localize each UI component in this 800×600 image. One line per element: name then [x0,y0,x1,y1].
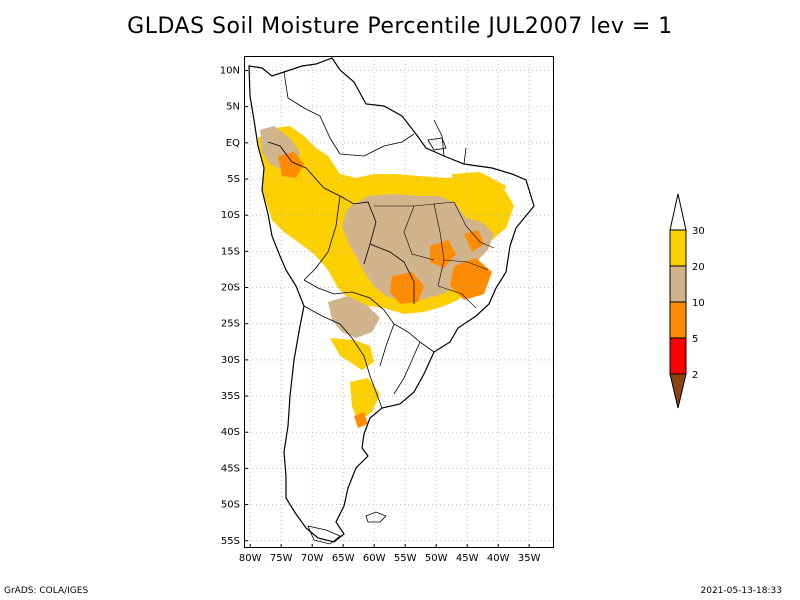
map-title: GLDAS Soil Moisture Percentile JUL2007 l… [127,14,673,39]
y-tick-label: 35S [221,391,240,402]
x-tick-label: 40W [487,553,510,564]
colorbar-20-30 [669,229,687,267]
x-tick-label: 50W [425,553,448,564]
y-tick-label: 55S [221,536,240,547]
y-tick-label: 5S [227,174,240,185]
shade-northeast-20-30 [452,172,506,214]
shading-layer [258,126,514,428]
x-tick-label: 60W [363,553,386,564]
footer-timestamp: 2021-05-13-18:33 [700,586,783,596]
marajo-island [427,137,447,151]
shade-patch-5-10-f [354,412,368,428]
y-tick-label: EQ [226,138,240,149]
colorbar-label-2: 2 [692,370,698,381]
y-tick-label: 50S [221,500,240,511]
x-tick-label: 65W [332,553,355,564]
country-borders [267,71,467,409]
shade-chaco-10-20 [328,296,380,338]
colorbar-2-5 [669,337,687,375]
y-tick-label: 40S [221,427,240,438]
shade-patch-5-10-a [278,152,304,178]
y-tick-label: 10N [220,65,240,76]
tierra-del-fuego [307,525,341,545]
y-tick-label: 30S [221,355,240,366]
colorbar-5-10 [669,301,687,339]
x-tick-label: 80W [239,553,262,564]
internal-state-borders [374,201,495,309]
colorbar-label-5: 5 [692,334,698,345]
y-tick-label: 15S [221,246,240,257]
y-tick-label: 10S [221,210,240,221]
plot-frame [244,56,554,548]
x-tick-label: 55W [394,553,417,564]
x-tick-label: 45W [456,553,479,564]
colorbar-10-20 [669,265,687,303]
colorbar-above-30 [669,193,687,231]
y-tick-label: 20S [221,283,240,294]
shade-patch-5-10-b [390,272,424,304]
shade-patch-5-10-e [464,230,484,252]
map-plot: 80W 75W 70W 65W 60W 55W 50W 45W 40W 35W 10N 5N EQ 5S… [220,56,554,564]
y-tick-label: 45S [221,463,240,474]
shade-pampas-20-30 [350,378,380,422]
y-axis-ticks: 10N 5N EQ 5S 10S 15S 20S 25S 30S 35S 40S 45S 50S 55S [220,65,248,547]
map-panel: 80W 75W 70W 65W 60W 55W 50W 45W 40W 35W 10N 5N EQ 5S… [220,56,554,564]
shade-patch-5-10-c [450,258,492,300]
falkland-islands [365,511,387,523]
colorbar-below-2 [669,373,687,409]
x-tick-label: 35W [518,553,541,564]
y-tick-label: 5N [226,102,240,113]
shade-south-20-30 [330,338,374,370]
x-axis-ticks: 80W 75W 70W 65W 60W 55W 50W 45W 40W 35W [239,544,541,564]
colorbar-label-20: 20 [692,262,705,273]
x-tick-label: 70W [301,553,324,564]
colorbar-label-10: 10 [692,298,705,309]
colorbar-label-30: 30 [692,226,705,237]
footer-credit: GrADS: COLA/IGES [4,586,89,596]
x-tick-label: 75W [270,553,293,564]
colorbar: 30 20 10 5 2 [669,193,705,409]
y-tick-label: 25S [221,319,240,330]
